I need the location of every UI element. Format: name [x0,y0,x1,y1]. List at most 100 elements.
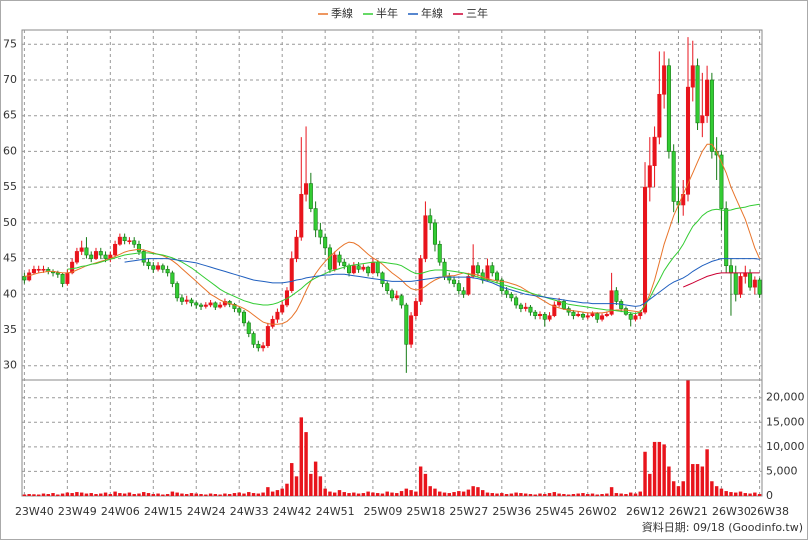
candle-body [700,115,705,124]
volume-bar [328,491,332,496]
volume-bar [700,466,705,496]
volume-bar [557,493,561,496]
footnote: 資料日期: 09/18 (Goodinfo.tw) [642,520,803,534]
volume-bar [600,494,604,496]
candle-body [537,313,543,317]
candle-body [428,215,433,224]
volume-bar [485,492,490,496]
candle-body [385,283,390,292]
volume-bar [184,494,189,496]
candle-body [299,193,304,238]
volume-bar [189,493,194,496]
volume-bar [638,491,642,496]
candle-body [189,299,194,304]
candle-body [337,254,342,263]
candle-body [237,308,242,313]
x-tick-label: 25W18 [406,505,445,518]
volume-bar [22,494,27,496]
volume-bar [748,493,752,496]
x-tick-label: 26W30 [712,505,751,518]
volume-bar [586,494,590,496]
candle-body [36,268,41,271]
candle-body [98,251,103,256]
candle-body [580,313,585,318]
candle-body [327,247,332,270]
x-tick-label: 26W38 [750,505,789,518]
volume-bar [399,491,404,496]
candle-body [117,236,122,245]
candle-body [156,265,161,270]
volume-bar [595,494,600,496]
volume-bar [543,494,547,496]
candle-body [31,268,36,274]
volume-bar [199,494,203,496]
volume-bar [724,491,728,496]
volume-bar [313,461,318,496]
candle-body [199,304,204,307]
candle-body [70,261,75,274]
x-tick-label: 25W27 [449,505,488,518]
volume-bar [99,493,103,496]
volume-bar [409,490,413,496]
candle-body [241,311,247,324]
volume-bar [757,494,762,496]
volume-bar [266,487,270,496]
volume-bar [714,486,719,496]
x-tick-label: 24W33 [230,505,269,518]
y-tick-label: 50 [3,216,17,229]
candle-body [175,283,180,299]
volume-bar [161,494,165,496]
candle-body [466,276,471,295]
candle-body [232,303,237,309]
x-tick-label: 26W21 [669,505,708,518]
candle-body [370,261,375,274]
volume-bar [94,494,98,496]
volume-bar [504,494,509,496]
volume-bar [70,493,74,496]
candle-body [389,290,395,299]
volume-bar [118,493,122,496]
candle-body [208,302,213,306]
candle-body [447,276,452,281]
volume-bar [371,492,375,496]
volume-bar [285,483,289,496]
candle-body [590,313,595,317]
candle-body [289,258,294,292]
ma-line [682,272,760,288]
candle-body [604,313,609,317]
x-tick-label: 26W02 [578,505,617,518]
x-tick-label: 23W40 [15,505,54,518]
candle-body [518,304,523,309]
volume-bar [452,492,456,496]
x-tick-label: 23W49 [58,505,97,518]
candle-body [222,301,227,306]
volume-bar [156,493,160,496]
candle-body [93,251,99,259]
candle-body [89,254,94,259]
volume-panel [21,379,763,497]
candle-body [724,208,729,267]
volume-bar [643,451,647,496]
volume-bar [375,493,380,496]
volume-bar [652,441,657,496]
candle-body [647,165,652,188]
volume-bar [753,492,757,496]
volume-bar [170,491,175,496]
candle-body [280,304,285,313]
volume-bar [538,493,542,496]
x-tick-label: 25W36 [492,505,531,518]
candle-body [609,290,614,315]
volume-bar [213,494,218,496]
candle-body [600,315,605,320]
candle-body [184,299,189,302]
volume-bar [562,494,566,496]
candle-body [471,265,476,277]
candle-body [361,266,366,270]
volume-bar [137,493,141,496]
volume-bar [79,492,84,496]
volume-bar [457,491,461,496]
volume-bar [719,488,724,496]
candle-body [394,295,399,299]
candle-body [728,265,733,274]
volume-bar [309,473,313,496]
